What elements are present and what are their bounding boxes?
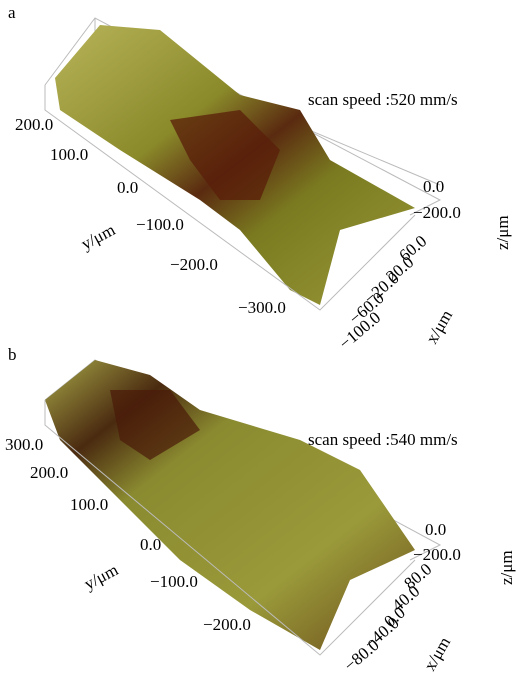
y-tick-label: −100.0 — [136, 215, 184, 234]
panel-a: a scan speed :520 mm/s 200.0 100.0 0.0 −… — [8, 3, 512, 353]
y-tick-label: −100.0 — [150, 572, 198, 591]
z-tick-label: −200.0 — [413, 203, 461, 222]
z-axis-title: z/μm — [497, 550, 516, 585]
panel-b: b scan speed :540 mm/s 300.0 200.0 100.0… — [5, 345, 516, 675]
annotation: scan speed :540 mm/s — [308, 430, 458, 449]
y-tick-label: 0.0 — [140, 535, 161, 554]
y-axis-title: y/μm — [81, 560, 121, 593]
annotation: scan speed :520 mm/s — [308, 90, 458, 109]
y-axis-title: y/μm — [78, 220, 118, 253]
x-axis-title: x/μm — [422, 307, 456, 347]
y-tick-label: 100.0 — [70, 495, 108, 514]
y-tick-label: −300.0 — [238, 298, 286, 317]
y-tick-label: 300.0 — [5, 435, 43, 454]
y-tick-label: 200.0 — [15, 115, 53, 134]
z-axis-title: z/μm — [493, 215, 512, 250]
panel-label: a — [8, 3, 16, 22]
y-tick-label: 100.0 — [50, 145, 88, 164]
figure: a scan speed :520 mm/s 200.0 100.0 0.0 −… — [0, 0, 527, 680]
x-axis-title: x/μm — [420, 634, 454, 674]
y-tick-label: −200.0 — [170, 255, 218, 274]
panel-label: b — [8, 345, 17, 364]
y-tick-label: 0.0 — [117, 178, 138, 197]
z-tick-label: 0.0 — [425, 520, 446, 539]
y-tick-label: 200.0 — [30, 463, 68, 482]
y-tick-label: −200.0 — [203, 615, 251, 634]
z-tick-label: 0.0 — [423, 177, 444, 196]
